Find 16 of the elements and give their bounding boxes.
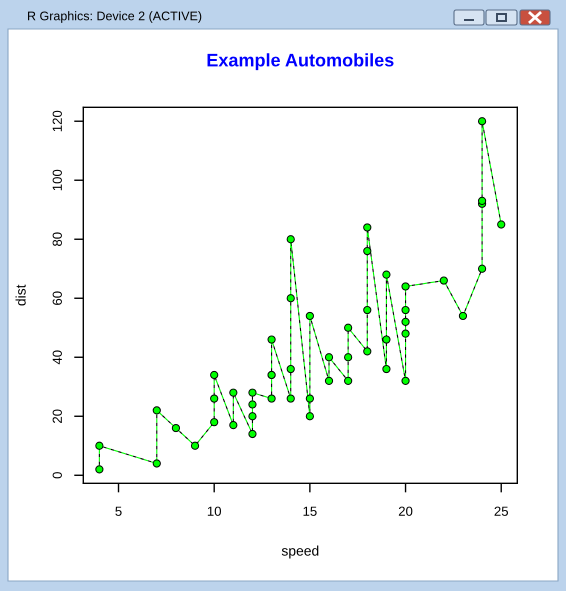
- x-tick-label: 5: [115, 506, 122, 516]
- y-tick-label: 100: [52, 170, 62, 190]
- y-tick-label: 60: [52, 291, 62, 305]
- x-tick-label: 10: [208, 506, 222, 516]
- text: R Graphics: Device 2 (ACTIVE): [28, 11, 202, 23]
- x-tick-label: 25: [494, 506, 508, 516]
- chart-title: Example Automobiles: [208, 53, 394, 70]
- x-axis-title: speed: [282, 546, 318, 558]
- y-tick-label: 0: [52, 472, 62, 478]
- y-tick-label: 120: [52, 110, 62, 132]
- y-tick-label: 40: [52, 350, 62, 364]
- y-tick-label: 80: [52, 232, 62, 246]
- y-tick-label: 20: [52, 409, 62, 423]
- x-tick-label: 15: [304, 506, 317, 516]
- x-tick-label: 20: [398, 506, 412, 516]
- y-axis-title: dist: [16, 284, 26, 306]
